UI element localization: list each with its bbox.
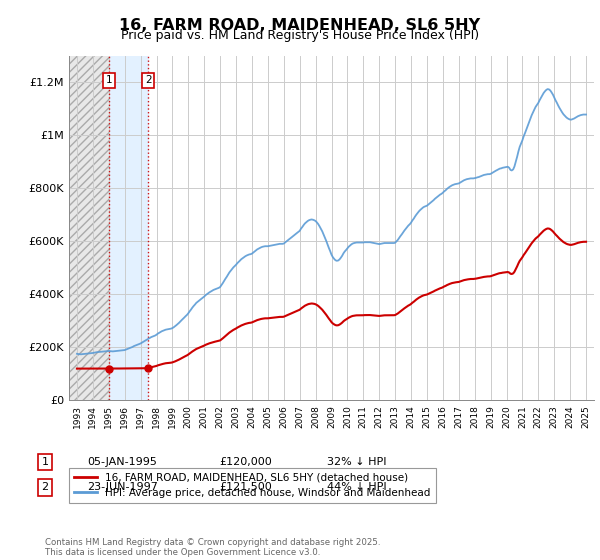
Text: 2: 2: [41, 482, 49, 492]
Text: 32% ↓ HPI: 32% ↓ HPI: [327, 457, 386, 467]
Text: Price paid vs. HM Land Registry's House Price Index (HPI): Price paid vs. HM Land Registry's House …: [121, 29, 479, 42]
Text: 2: 2: [145, 75, 151, 85]
Text: 05-JAN-1995: 05-JAN-1995: [87, 457, 157, 467]
Legend: 16, FARM ROAD, MAIDENHEAD, SL6 5HY (detached house), HPI: Average price, detache: 16, FARM ROAD, MAIDENHEAD, SL6 5HY (deta…: [69, 468, 436, 503]
Text: 23-JUN-1997: 23-JUN-1997: [87, 482, 158, 492]
Text: 16, FARM ROAD, MAIDENHEAD, SL6 5HY: 16, FARM ROAD, MAIDENHEAD, SL6 5HY: [119, 18, 481, 33]
Text: 44% ↓ HPI: 44% ↓ HPI: [327, 482, 386, 492]
Bar: [109, 56, 149, 400]
Text: 1: 1: [106, 75, 113, 85]
Text: 1: 1: [41, 457, 49, 467]
Bar: [69, 56, 109, 400]
Text: £120,000: £120,000: [219, 457, 272, 467]
Text: £121,500: £121,500: [219, 482, 272, 492]
Text: Contains HM Land Registry data © Crown copyright and database right 2025.
This d: Contains HM Land Registry data © Crown c…: [45, 538, 380, 557]
